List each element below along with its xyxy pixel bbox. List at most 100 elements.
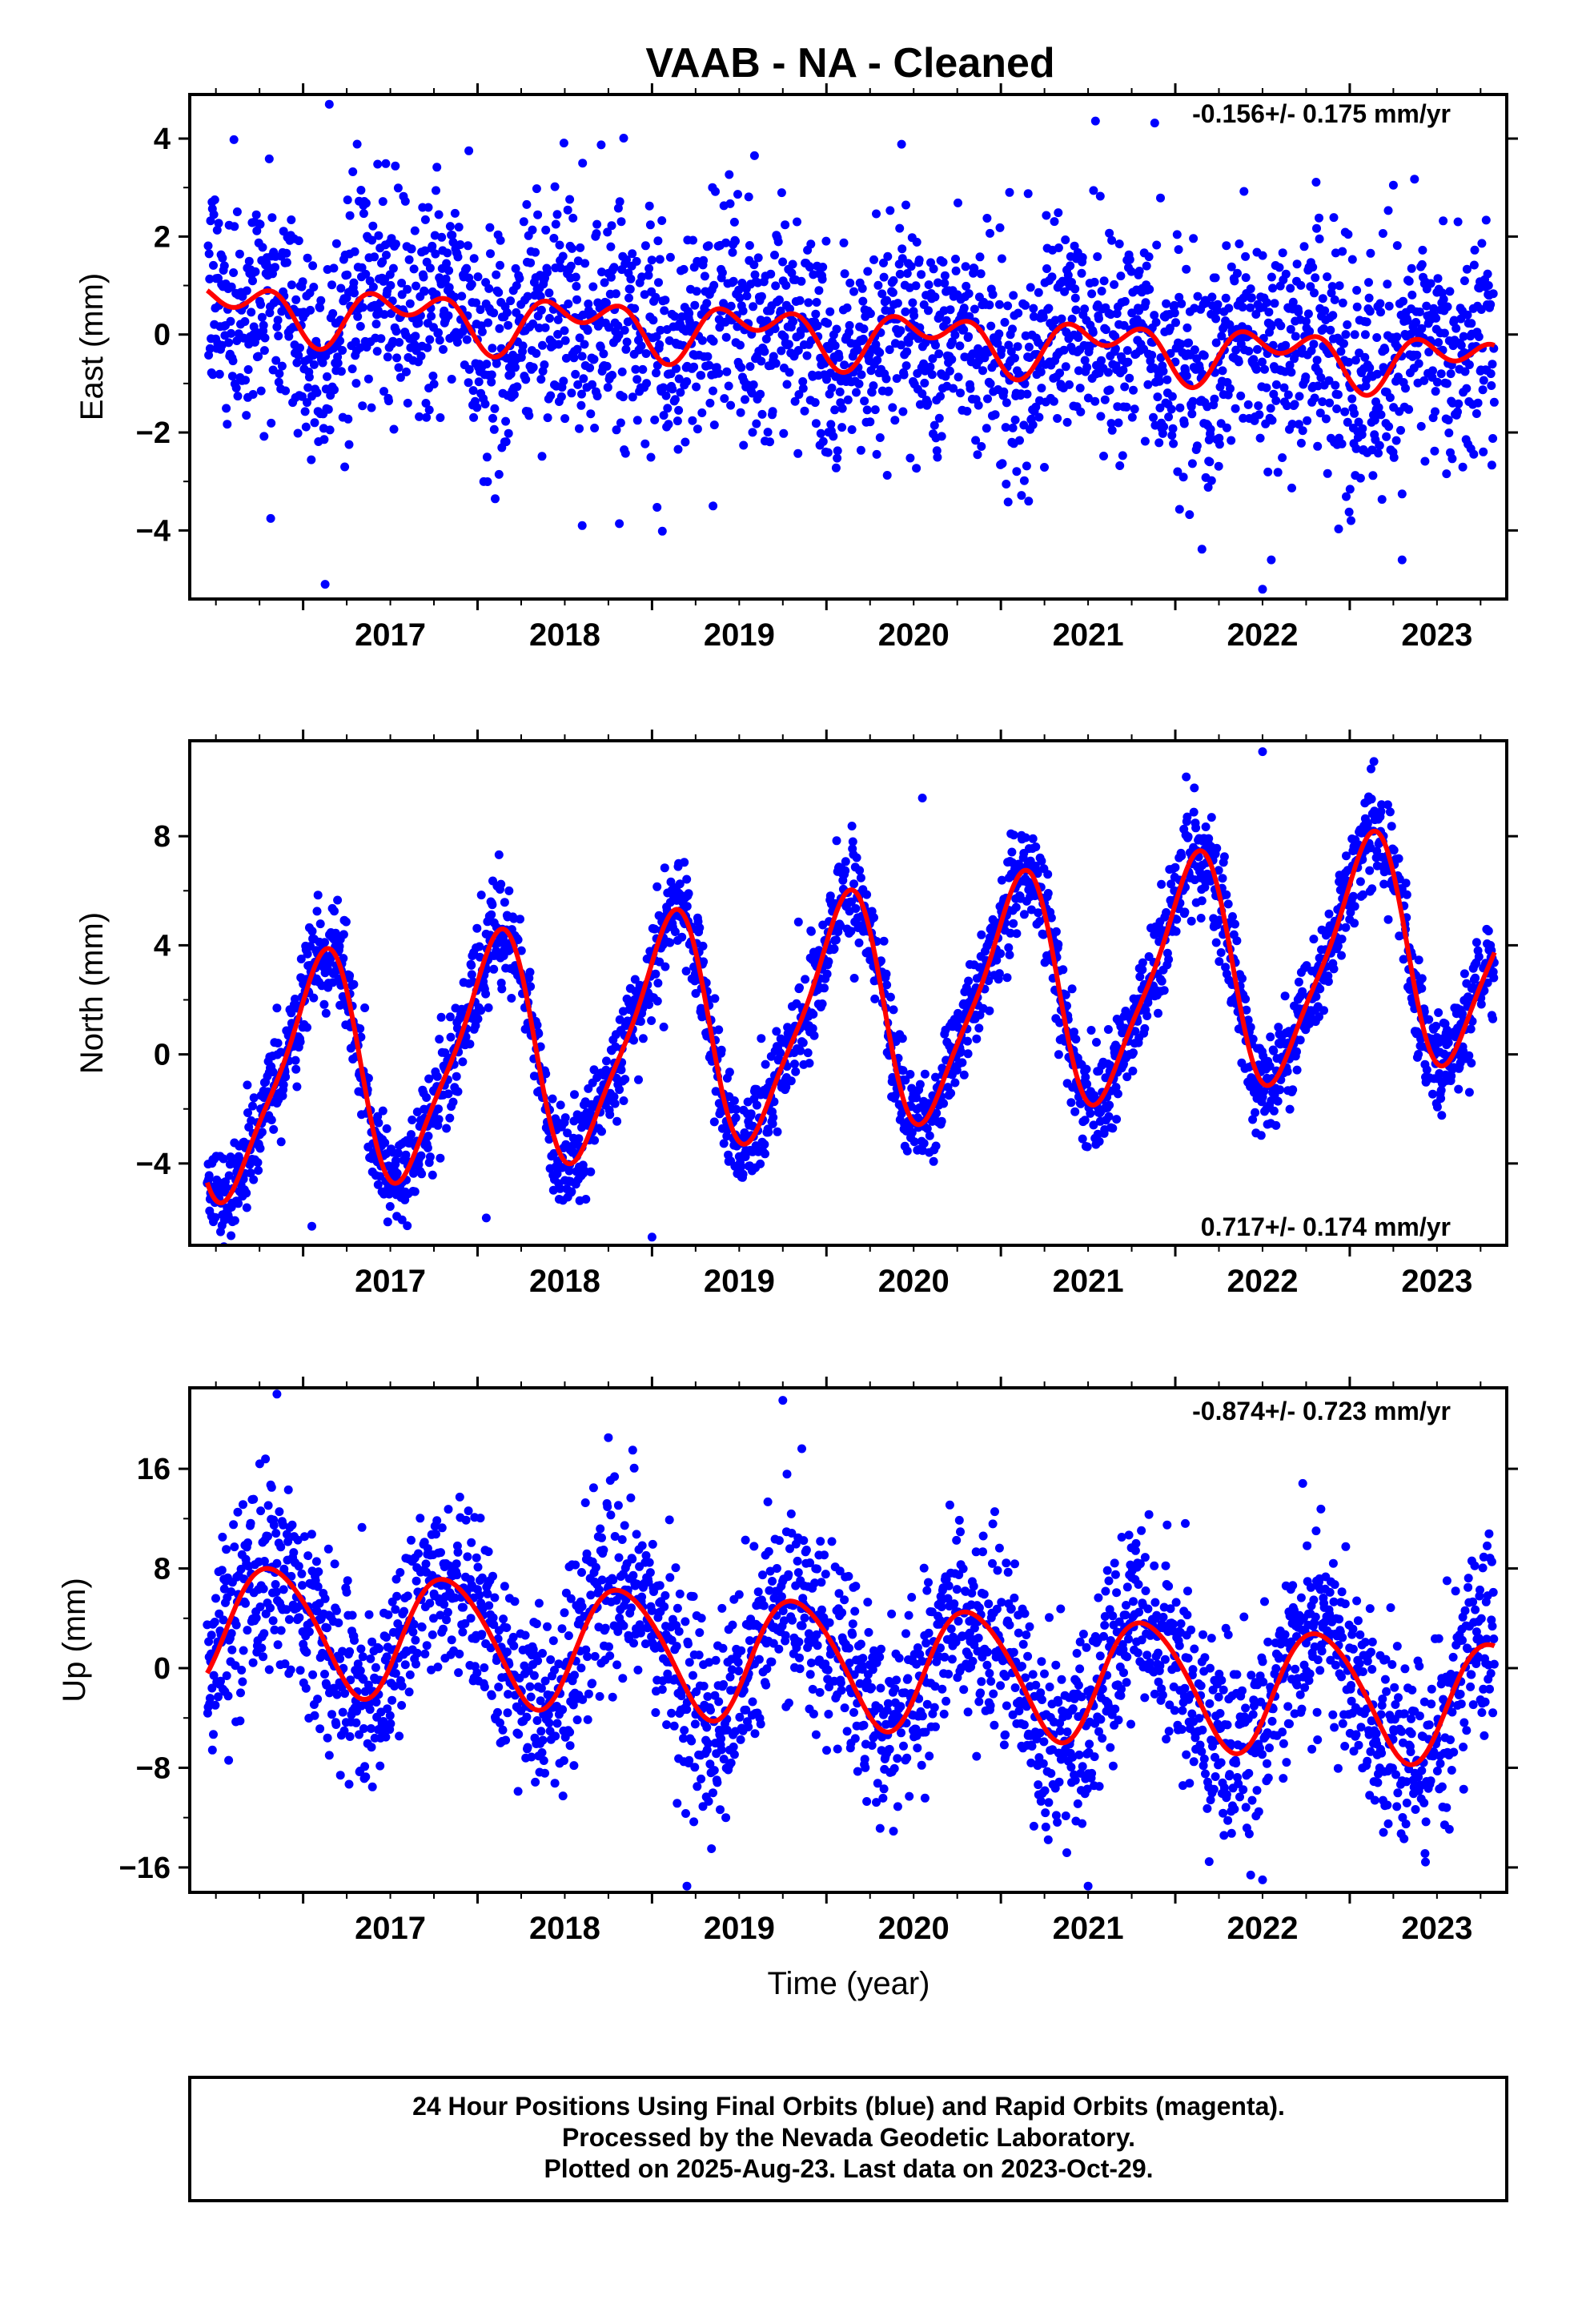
east-data-point bbox=[242, 411, 251, 420]
east-data-point bbox=[592, 229, 601, 239]
east-data-point bbox=[1031, 402, 1041, 412]
east-data-point bbox=[644, 263, 654, 273]
east-data-point bbox=[1053, 414, 1062, 423]
east-data-point bbox=[670, 395, 680, 404]
east-data-point bbox=[272, 322, 282, 332]
east-data-point bbox=[392, 353, 402, 363]
north-data-point bbox=[273, 1039, 283, 1047]
east-data-point bbox=[258, 243, 267, 252]
east-data-point bbox=[482, 452, 492, 462]
north-data-point bbox=[525, 967, 535, 977]
east-data-point bbox=[955, 341, 965, 351]
east-data-point bbox=[274, 377, 283, 387]
north-data-point bbox=[1389, 846, 1399, 855]
east-data-point bbox=[434, 328, 443, 337]
east-data-point bbox=[673, 444, 683, 454]
east-data-point bbox=[705, 398, 715, 408]
north-data-point bbox=[570, 1090, 579, 1100]
east-data-point bbox=[777, 346, 786, 356]
east-data-point bbox=[1190, 345, 1199, 355]
east-data-point bbox=[1101, 325, 1110, 335]
north-data-point bbox=[248, 1101, 257, 1111]
north-data-point bbox=[1129, 1048, 1138, 1058]
north-data-point bbox=[472, 923, 482, 933]
east-data-point bbox=[1023, 189, 1033, 199]
east-data-point bbox=[757, 292, 766, 301]
north-data-point bbox=[963, 1036, 972, 1046]
east-data-point bbox=[983, 394, 992, 404]
north-data-point bbox=[560, 1113, 570, 1123]
east-data-point bbox=[954, 372, 963, 382]
east-data-point bbox=[1107, 235, 1117, 245]
east-data-point bbox=[464, 378, 473, 388]
north-data-point bbox=[494, 850, 504, 859]
north-data-point bbox=[375, 1172, 385, 1181]
east-data-point bbox=[1167, 392, 1177, 401]
east-data-point bbox=[1008, 423, 1018, 432]
east-data-point bbox=[428, 372, 438, 380]
east-data-point bbox=[1372, 333, 1382, 342]
east-data-point bbox=[1432, 377, 1442, 387]
east-data-point bbox=[1207, 476, 1216, 485]
east-data-point bbox=[329, 263, 339, 273]
east-data-point bbox=[970, 263, 979, 273]
east-data-point bbox=[215, 369, 224, 379]
east-data-point bbox=[652, 360, 662, 370]
east-data-point bbox=[1417, 259, 1427, 269]
east-data-point bbox=[604, 323, 613, 332]
north-data-point bbox=[619, 1096, 628, 1105]
east-data-point bbox=[620, 448, 630, 458]
east-data-point bbox=[1145, 284, 1154, 294]
east-data-point bbox=[1233, 268, 1242, 278]
east-data-point bbox=[1044, 304, 1054, 313]
north-data-point bbox=[497, 984, 507, 994]
north-data-point bbox=[776, 1048, 785, 1058]
east-data-point bbox=[1185, 510, 1195, 520]
north-data-point bbox=[1355, 877, 1365, 887]
east-data-point bbox=[902, 347, 912, 356]
north-data-point bbox=[1196, 914, 1206, 923]
east-data-point bbox=[1156, 193, 1165, 203]
east-data-point bbox=[573, 256, 583, 266]
north-data-point bbox=[1067, 984, 1077, 994]
north-data-point bbox=[391, 1156, 400, 1165]
east-data-point bbox=[785, 368, 794, 377]
east-data-point bbox=[294, 351, 303, 360]
east-data-point bbox=[1454, 399, 1464, 408]
east-data-point bbox=[661, 391, 671, 400]
east-data-point bbox=[1391, 436, 1401, 445]
east-data-point bbox=[528, 363, 538, 372]
east-data-point bbox=[702, 299, 712, 308]
east-data-point bbox=[1324, 376, 1334, 385]
north-data-point bbox=[725, 1068, 734, 1077]
east-data-point bbox=[837, 423, 847, 432]
east-data-point bbox=[494, 287, 504, 297]
east-data-point bbox=[1347, 394, 1357, 404]
north-data-point bbox=[882, 980, 892, 990]
east-data-point bbox=[773, 237, 783, 247]
east-data-point bbox=[368, 221, 378, 231]
east-data-point bbox=[1311, 273, 1320, 283]
north-data-point bbox=[1104, 1112, 1114, 1121]
east-data-point bbox=[1127, 412, 1137, 422]
east-data-point bbox=[271, 263, 279, 272]
east-data-point bbox=[765, 437, 774, 447]
east-data-point bbox=[1140, 436, 1150, 446]
east-data-point bbox=[1061, 362, 1070, 372]
east-data-point bbox=[729, 217, 739, 227]
east-data-point bbox=[731, 236, 740, 246]
east-data-point bbox=[1383, 206, 1393, 215]
north-data-point bbox=[798, 1038, 808, 1047]
east-data-point bbox=[720, 394, 729, 404]
east-data-point bbox=[645, 220, 655, 230]
east-data-point bbox=[232, 336, 242, 345]
north-data-point bbox=[360, 1003, 370, 1012]
north-data-point bbox=[620, 1075, 630, 1084]
east-data-point bbox=[1258, 357, 1267, 367]
east-data-point bbox=[699, 255, 709, 265]
north-data-point bbox=[653, 979, 663, 988]
north-data-point bbox=[847, 822, 857, 830]
north-data-point bbox=[473, 1014, 483, 1023]
east-data-point bbox=[1251, 364, 1261, 374]
east-data-point bbox=[600, 278, 609, 287]
